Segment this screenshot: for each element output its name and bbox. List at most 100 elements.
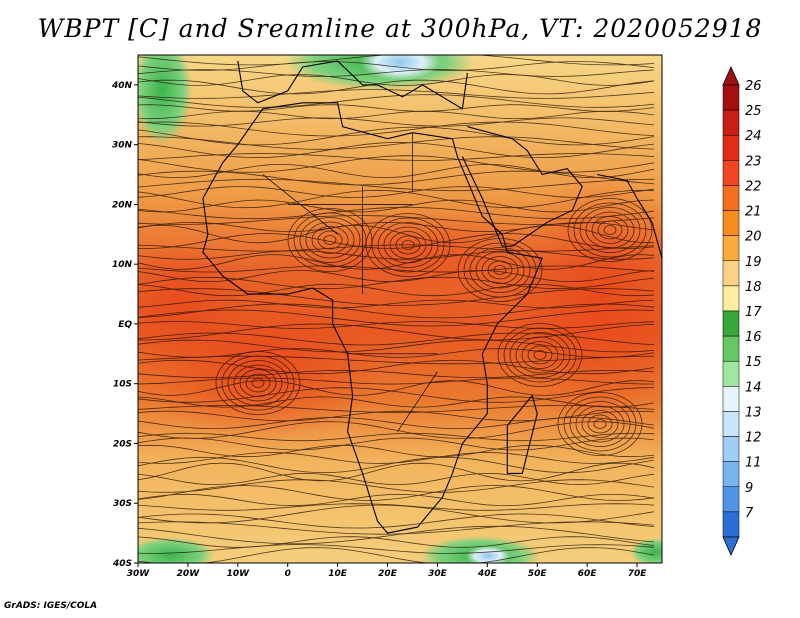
colorbar-swatch — [722, 210, 740, 236]
vortex-streamline — [603, 225, 617, 235]
vortex-streamline — [239, 369, 277, 397]
colorbar-label: 20 — [745, 230, 762, 245]
lat-label: 30N — [112, 141, 133, 151]
vortex-streamline — [527, 345, 553, 365]
country-border — [397, 371, 438, 432]
streamline — [138, 299, 655, 309]
vortex-streamline — [469, 247, 531, 293]
colorbar-swatch — [722, 235, 740, 262]
colorbar-top-arrow — [722, 66, 740, 86]
vortex-streamline — [371, 217, 445, 273]
streamline — [138, 321, 655, 329]
vortex-streamline — [587, 414, 613, 434]
lon-label: 50E — [528, 569, 548, 579]
coastline-europe — [237, 60, 468, 110]
vortex-streamline — [323, 235, 337, 245]
streamline — [138, 456, 655, 474]
streamline — [138, 547, 655, 563]
lon-label: 0 — [285, 569, 291, 579]
colorbar-swatch — [722, 134, 740, 161]
streamline — [138, 155, 655, 173]
streamline — [138, 416, 655, 430]
colorbar-swatch — [722, 436, 740, 462]
colorbar-label: 22 — [745, 179, 762, 194]
colorbar: 26 25 24 23 22 21 20 19 18 17 16 15 14 13 12 11 9 7 — [722, 66, 762, 556]
colorbar-label: 18 — [745, 280, 762, 295]
streamline — [138, 288, 655, 306]
vortex-streamline — [503, 327, 577, 383]
map-frame — [137, 54, 663, 564]
colorbar-label: 15 — [745, 355, 762, 370]
vortex-streamline — [481, 256, 519, 284]
lon-label: 60E — [578, 569, 598, 579]
lat-label: 20N — [112, 200, 133, 210]
colorbar-label: 21 — [745, 205, 762, 220]
colorbar-swatch — [722, 335, 740, 362]
vortex-streamline — [221, 355, 295, 411]
lon-label: 20W — [177, 569, 201, 579]
streamline — [138, 323, 655, 341]
streamline — [138, 444, 655, 458]
colorbar-label: 16 — [745, 330, 762, 345]
streamline — [138, 503, 655, 511]
streamline — [138, 369, 655, 379]
vortex-streamline — [299, 217, 361, 263]
lat-label: 40S — [112, 559, 132, 569]
streamline — [138, 117, 655, 127]
colorbar-label: 24 — [745, 129, 762, 144]
streamline — [138, 544, 655, 554]
vortex-streamline — [475, 251, 525, 289]
vortex-streamline — [463, 242, 537, 298]
colorbar-swatch — [722, 386, 740, 412]
vortex-streamline — [575, 405, 625, 443]
streamline — [138, 536, 655, 548]
colorbar-label: 9 — [745, 481, 753, 496]
vortex-streamline — [457, 238, 543, 302]
lat-label: 10S — [113, 380, 132, 390]
vortex-streamline — [215, 351, 301, 415]
vortex-streamline — [287, 208, 373, 272]
streamline — [138, 265, 655, 273]
vortex-streamline — [579, 207, 641, 253]
streamline — [138, 94, 655, 108]
streamline — [138, 493, 655, 507]
vortex-streamline — [233, 364, 283, 402]
colorbar-swatch — [722, 84, 740, 111]
streamline — [138, 359, 655, 375]
streamline — [138, 141, 655, 159]
streamline — [138, 104, 655, 112]
colorbar-swatch — [722, 109, 740, 136]
map-field — [138, 55, 662, 563]
colorbar-swatch — [722, 360, 740, 387]
streamline — [138, 283, 655, 297]
lon-label: 20E — [378, 569, 398, 579]
vortex-streamline — [563, 396, 637, 452]
vortex-streamline — [227, 360, 289, 406]
chart-title: WBPT [C] and Sreamline at 300hPa, VT: 20… — [37, 14, 763, 43]
colorbar-label: 7 — [745, 506, 754, 521]
streamline — [138, 170, 655, 186]
streamline — [138, 136, 655, 150]
vortex-streamline — [509, 332, 571, 378]
lat-label: 20S — [113, 439, 132, 449]
streamline — [138, 221, 655, 233]
streamline — [138, 199, 655, 213]
vortex-streamline — [493, 265, 507, 275]
colorbar-swatch — [722, 486, 740, 513]
streamline — [138, 55, 655, 66]
vortex-streamline — [487, 260, 513, 280]
streamline — [138, 437, 655, 451]
streamline — [138, 355, 655, 365]
streamline — [138, 462, 655, 482]
colorbar-label: 11 — [745, 456, 762, 471]
colorbar-label: 14 — [745, 380, 762, 395]
colorbar-label: 25 — [745, 104, 762, 119]
vortex-streamline — [591, 216, 629, 244]
vortex-streamline — [593, 419, 607, 429]
streamline — [138, 69, 655, 77]
colorbar-swatch — [722, 285, 740, 312]
streamline — [138, 339, 655, 353]
streamline — [138, 233, 655, 249]
vortex-streamline — [557, 392, 643, 456]
